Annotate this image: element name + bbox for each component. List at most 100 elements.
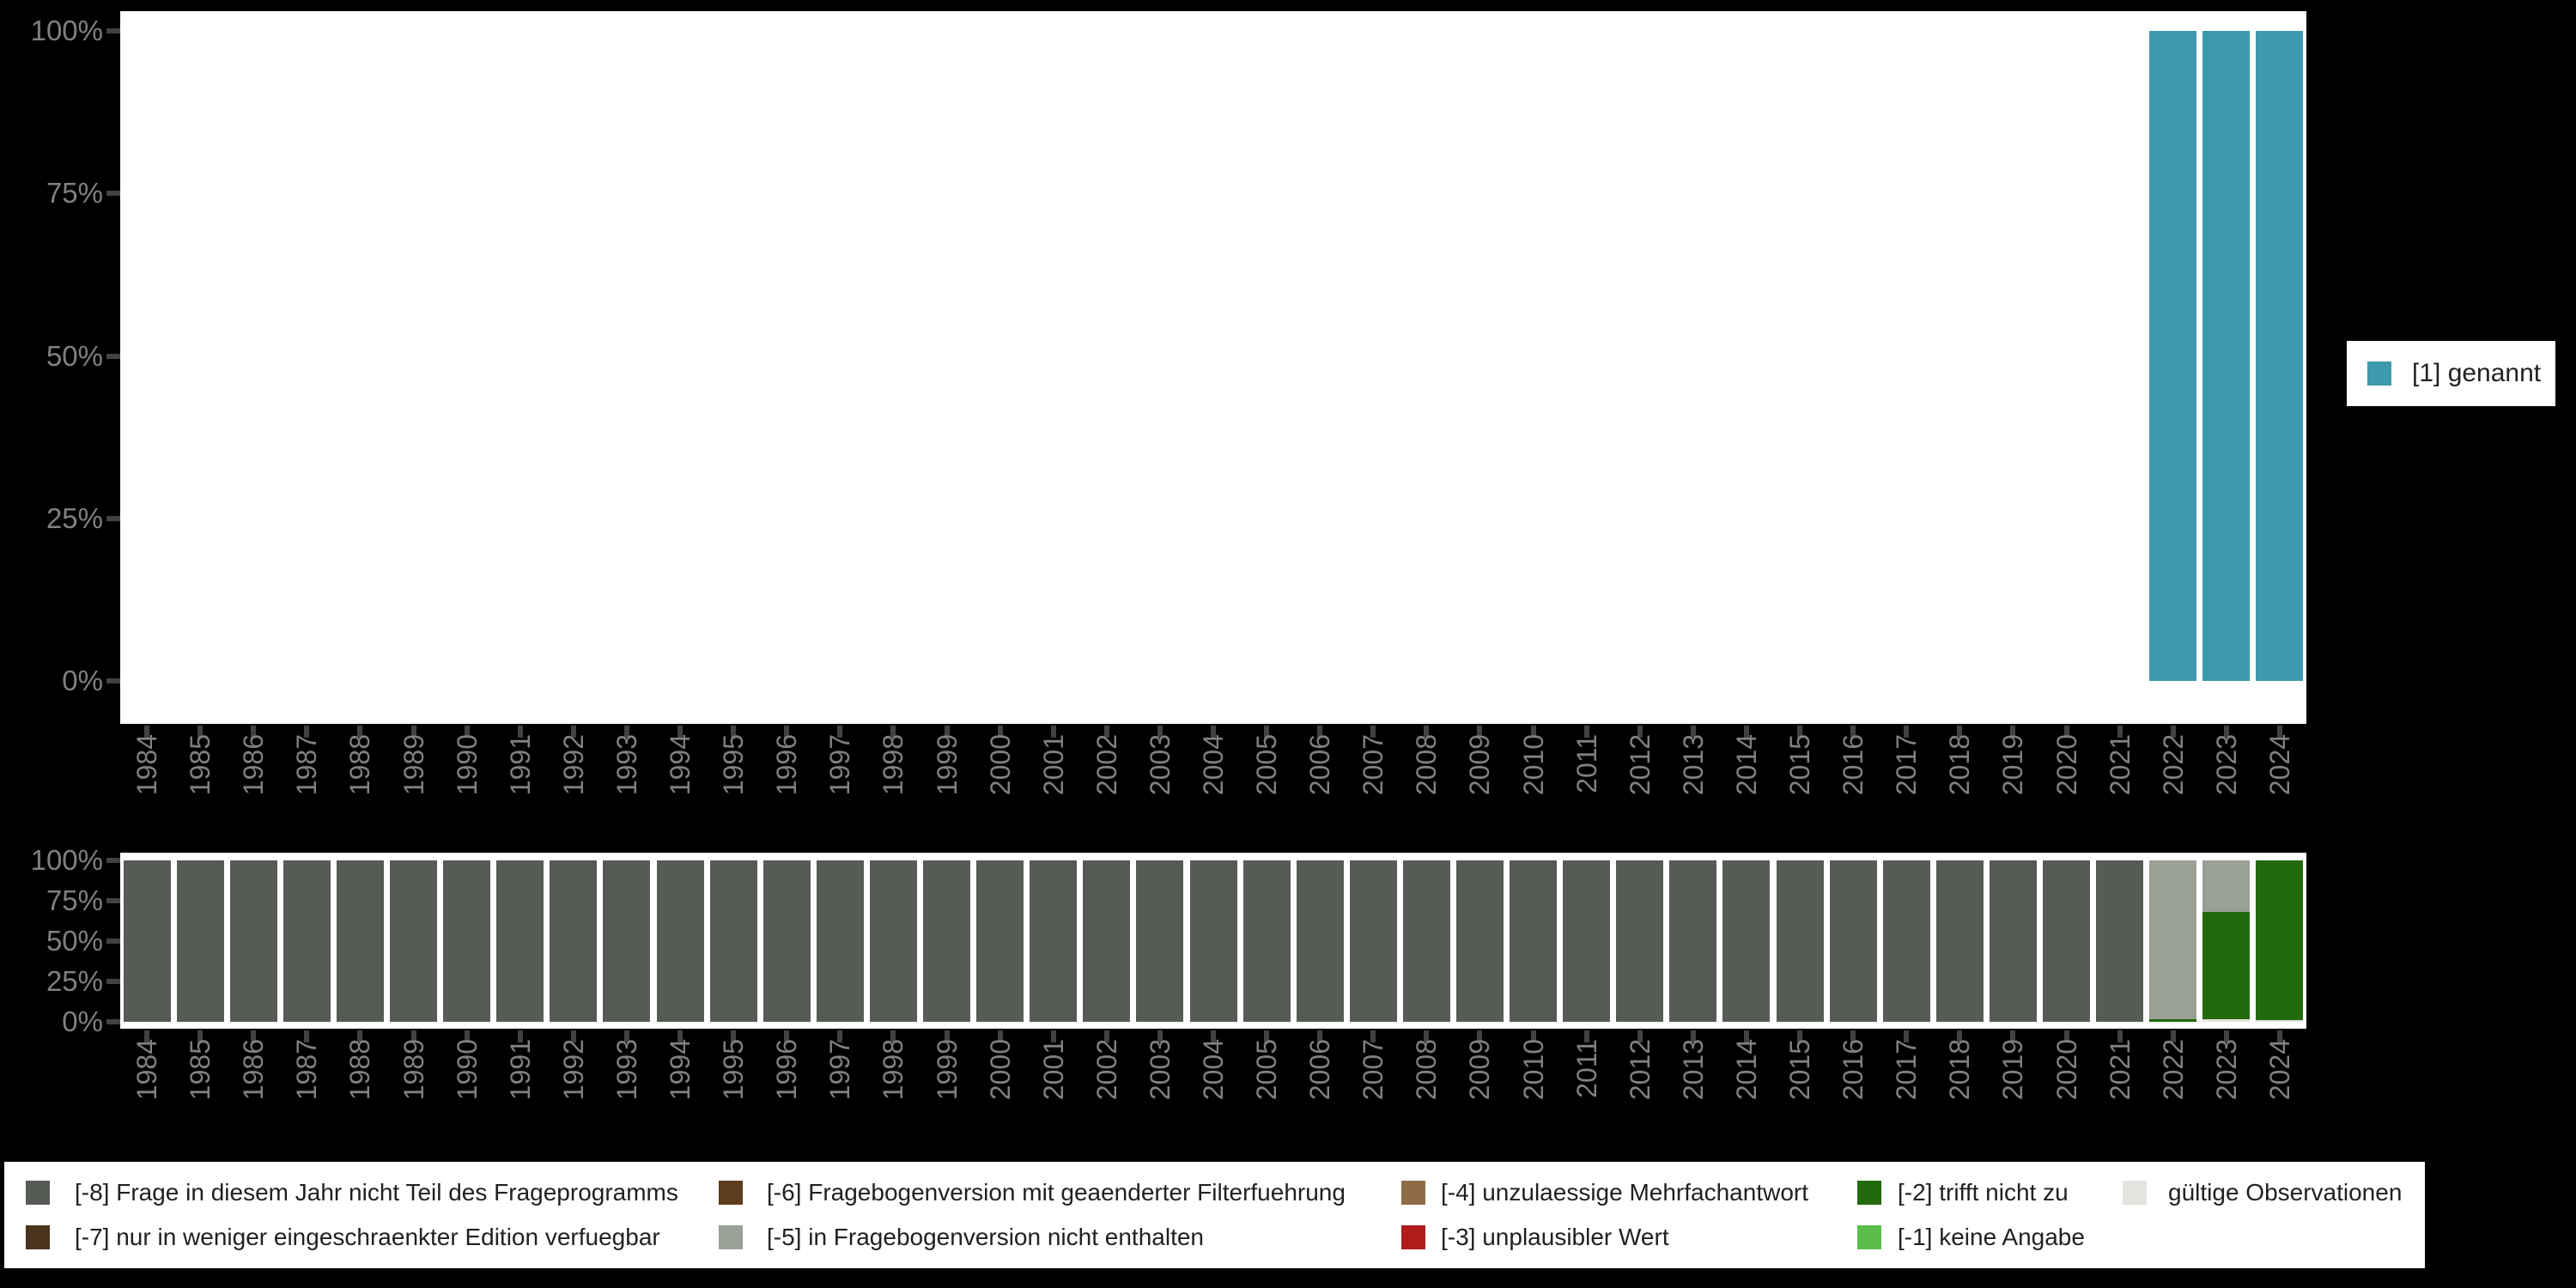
year-tick-mark: [2170, 726, 2176, 738]
year-axis-label: 2006: [1304, 1039, 1336, 1101]
year-tick-mark: [1530, 1030, 1536, 1042]
year-axis-label: 2012: [1624, 734, 1656, 796]
legend-swatch: [719, 1225, 743, 1249]
year-axis-label: 2019: [1997, 1039, 2029, 1101]
legend-swatch: [2123, 1181, 2147, 1205]
bar-segment-2008: [1402, 860, 1450, 1022]
year-axis-label: 2018: [1944, 734, 1976, 796]
year-tick-mark: [1317, 1030, 1323, 1042]
bar-segment-2003: [1136, 860, 1184, 1022]
year-axis-label: 1992: [557, 734, 589, 796]
year-tick-mark: [2010, 726, 2016, 738]
bar-segment-2022: [2149, 31, 2197, 681]
legend-swatch: [1857, 1225, 1881, 1249]
year-tick-mark: [1957, 1030, 1963, 1042]
year-axis-label: 1999: [931, 734, 963, 796]
year-tick-mark: [784, 726, 790, 738]
bar-segment-2014: [1722, 860, 1771, 1022]
y-tick-mark: [106, 1019, 120, 1024]
year-tick-mark: [623, 1030, 629, 1042]
year-tick-mark: [464, 1030, 470, 1042]
year-tick-mark: [837, 726, 843, 738]
year-axis-label: 2013: [1677, 1039, 1709, 1101]
year-tick-mark: [1477, 726, 1483, 738]
year-axis-label: 1996: [771, 1039, 803, 1101]
year-tick-mark: [1797, 1030, 1803, 1042]
year-axis-label: 2002: [1091, 734, 1122, 796]
bar-segment-2013: [1669, 860, 1717, 1022]
year-axis-label: 2023: [2210, 734, 2242, 796]
year-axis-label: 1987: [291, 734, 323, 796]
year-tick-mark: [1424, 726, 1430, 738]
legend-label: gültige Observationen: [2168, 1179, 2403, 1206]
year-tick-mark: [1103, 1030, 1109, 1042]
bar-segment-2004: [1189, 860, 1237, 1022]
year-tick-mark: [1690, 726, 1696, 738]
year-axis-label: 1988: [344, 1039, 376, 1101]
year-axis-label: 2021: [2104, 734, 2136, 796]
year-tick-mark: [464, 726, 470, 738]
y-tick-mark: [106, 28, 120, 33]
year-axis-label: 1994: [665, 1039, 696, 1101]
bar-segment-2012: [1616, 860, 1664, 1022]
year-axis-label: 2024: [2263, 734, 2295, 796]
bar-segment-1986: [229, 860, 277, 1022]
year-axis-label: 2019: [1997, 734, 2029, 796]
year-axis-label: 2014: [1730, 1039, 1762, 1101]
year-tick-mark: [197, 1030, 204, 1042]
year-tick-mark: [144, 726, 150, 738]
year-axis-label: 1991: [504, 734, 536, 796]
year-tick-mark: [2276, 1030, 2282, 1042]
year-tick-mark: [1424, 1030, 1430, 1042]
year-tick-mark: [1264, 1030, 1270, 1042]
year-axis-label: 2009: [1464, 1039, 1496, 1101]
year-axis-label: 2017: [1891, 1039, 1923, 1101]
year-tick-mark: [2223, 1030, 2229, 1042]
year-axis-label: 2000: [984, 734, 1016, 796]
bar-segment-1985: [176, 860, 224, 1022]
y-tick-mark: [106, 979, 120, 984]
top-legend-box: [1] genannt: [2347, 341, 2555, 406]
year-axis-label: 1990: [451, 734, 483, 796]
bar-segment-2024: [2256, 860, 2304, 1021]
year-axis-label: 1992: [557, 1039, 589, 1101]
year-tick-mark: [357, 1030, 363, 1042]
year-axis-label: 2016: [1838, 734, 1869, 796]
year-tick-mark: [1050, 726, 1056, 738]
year-tick-mark: [2117, 1030, 2123, 1042]
year-tick-mark: [570, 1030, 576, 1042]
year-tick-mark: [570, 726, 576, 738]
year-axis-label: 1995: [718, 1039, 750, 1101]
year-tick-mark: [890, 1030, 896, 1042]
year-tick-mark: [517, 726, 523, 738]
year-tick-mark: [1530, 726, 1536, 738]
year-tick-mark: [2276, 726, 2282, 738]
bar-segment-2022: [2149, 860, 2197, 1020]
y-axis-label: 100%: [30, 15, 103, 46]
year-tick-mark: [731, 726, 737, 738]
year-tick-mark: [837, 1030, 843, 1042]
bar-segment-2017: [1882, 860, 1930, 1022]
year-axis-label: 2003: [1144, 734, 1176, 796]
year-axis-label: 2015: [1784, 734, 1816, 796]
bar-segment-1995: [709, 860, 757, 1022]
year-tick-mark: [304, 1030, 310, 1042]
year-axis-label: 1997: [824, 1039, 856, 1101]
year-axis-label: 2013: [1677, 734, 1709, 796]
year-tick-mark: [1050, 1030, 1056, 1042]
y-axis-label: 0%: [62, 665, 103, 696]
year-axis-label: 2001: [1037, 734, 1069, 796]
year-tick-mark: [2010, 1030, 2016, 1042]
year-axis-label: 1998: [878, 1039, 909, 1101]
year-tick-mark: [251, 726, 257, 738]
year-axis-label: 1987: [291, 1039, 323, 1101]
legend-label: [-1] keine Angabe: [1898, 1224, 2085, 1250]
bar-segment-2007: [1349, 860, 1397, 1022]
year-tick-mark: [1211, 1030, 1216, 1042]
year-axis-label: 2007: [1358, 1039, 1389, 1101]
year-tick-mark: [1904, 726, 1910, 738]
year-tick-mark: [731, 1030, 737, 1042]
legend-label: [-2] trifft nicht zu: [1898, 1179, 2069, 1206]
year-tick-mark: [410, 1030, 416, 1042]
year-axis-label: 2002: [1091, 1039, 1122, 1101]
